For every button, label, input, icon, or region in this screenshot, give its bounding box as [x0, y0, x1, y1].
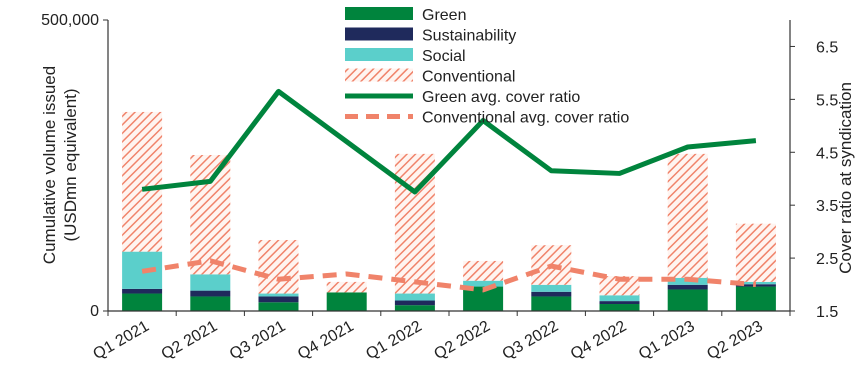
bar-green-q4-2022 [599, 304, 640, 311]
legend-label-social: Social [422, 48, 466, 65]
line-green-avg-cover-ratio [141, 88, 757, 195]
bar-sustainability-q1-2021 [122, 288, 163, 294]
bar-sustainability-q2-2021 [190, 290, 231, 297]
bar-social-q2-2022 [463, 280, 504, 287]
legend-label-sustainability: Sustainability [422, 28, 516, 45]
bar-sustainability-q4-2022 [599, 301, 640, 305]
bar-conventional-q3-2021 [258, 239, 299, 294]
x-tick-label: Q3 2022 [500, 318, 562, 363]
legend-swatch-conventional [345, 68, 413, 82]
bar-green-q4-2021 [326, 292, 367, 311]
bar-green-q2-2021 [190, 296, 231, 311]
bar-conventional-q2-2021 [190, 155, 231, 275]
bar-conventional-q2-2023 [735, 223, 776, 282]
right-tick-label: 2.5 [816, 251, 838, 268]
x-tick-label: Q2 2021 [159, 318, 221, 363]
bar-conventional-q1-2021 [122, 111, 163, 252]
bar-green-q1-2022 [394, 305, 435, 311]
legend-label-conventional: Conventional [422, 69, 515, 86]
bar-conventional-q4-2021 [326, 281, 367, 293]
bar-green-q2-2023 [735, 286, 776, 311]
bar-sustainability-q1-2022 [394, 300, 435, 306]
bar-green-q3-2021 [258, 302, 299, 311]
left-axis-title-line: (USDmn equivalent) [61, 88, 80, 241]
legend-label-green: Green [422, 7, 466, 24]
right-tick-label: 1.5 [816, 304, 838, 321]
bar-sustainability-q1-2023 [667, 284, 708, 290]
bar-social-q1-2022 [394, 293, 435, 301]
left-tick-label: 0 [90, 303, 99, 320]
bar-sustainability-q3-2022 [531, 291, 572, 297]
bar-social-q4-2022 [599, 295, 640, 302]
x-tick-label: Q4 2021 [295, 318, 357, 363]
bar-social-q2-2021 [190, 274, 231, 291]
right-tick-label: 5.5 [816, 92, 838, 109]
x-tick-label: Q2 2022 [431, 318, 493, 363]
bar-layer [122, 111, 776, 311]
bar-conventional-q2-2022 [463, 260, 504, 281]
x-tick-label: Q3 2021 [227, 318, 289, 363]
legend-label-green-avg-cover-ratio: Green avg. cover ratio [422, 89, 580, 106]
x-tick-label: Q4 2022 [568, 318, 630, 363]
line-layer [141, 88, 757, 293]
legend: Green Sustainability Social Conventional Gre… [345, 7, 629, 127]
left-axis-title: Cumulative volume issued (USDmn equivalen… [40, 66, 80, 264]
bar-sustainability-q2-2023 [735, 284, 776, 287]
bar-social-q3-2021 [258, 293, 299, 297]
x-tick-label: Q1 2021 [90, 318, 152, 363]
legend-swatch-green [345, 7, 413, 20]
line-conventional-avg-cover-ratio [141, 258, 757, 293]
left-tick-label: 500,000 [41, 12, 99, 29]
x-tick-label: Q1 2022 [363, 318, 425, 363]
bar-green-q3-2022 [531, 296, 572, 311]
bar-social-q3-2022 [531, 284, 572, 292]
bar-conventional-q1-2023 [667, 153, 708, 278]
x-tick-label: Q2 2023 [704, 318, 766, 363]
legend-label-conventional-avg-cover-ratio: Conventional avg. cover ratio [422, 110, 629, 127]
bar-sustainability-q3-2021 [258, 296, 299, 303]
right-axis-title: Cover ratio at syndication [836, 82, 855, 274]
right-tick-label: 4.5 [816, 145, 838, 162]
legend-swatch-social [345, 48, 413, 61]
right-tick-label: 6.5 [816, 39, 838, 56]
left-axis-title-line: Cumulative volume issued [40, 66, 59, 264]
bar-green-q1-2021 [122, 293, 163, 311]
bar-green-q1-2023 [667, 289, 708, 311]
x-tick-label: Q1 2023 [636, 318, 698, 363]
right-tick-label: 3.5 [816, 198, 838, 215]
bar-conventional-q4-2022 [599, 276, 640, 296]
legend-swatch-sustainability [345, 27, 413, 41]
